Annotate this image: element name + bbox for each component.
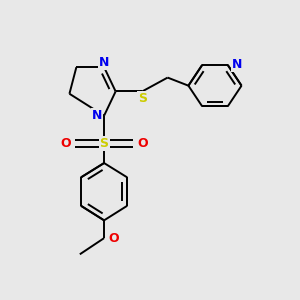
Text: O: O: [108, 232, 119, 244]
Text: S: S: [100, 137, 109, 150]
Text: N: N: [92, 109, 102, 122]
Text: N: N: [232, 58, 242, 71]
Text: O: O: [61, 137, 71, 150]
Text: N: N: [99, 56, 109, 69]
Text: S: S: [138, 92, 147, 105]
Text: O: O: [137, 137, 148, 150]
